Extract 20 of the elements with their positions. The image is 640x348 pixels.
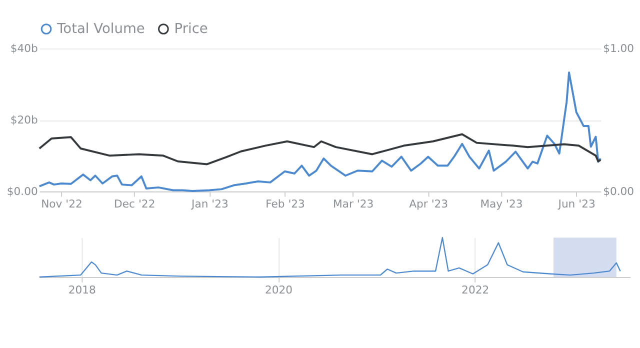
legend-label: Total Volume [56,20,145,37]
x-tick-label: Dec '22 [114,198,156,211]
x-tick-label: Mar '23 [332,198,374,211]
legend-label: Price [174,20,208,37]
x-tick-label: Jun '23 [557,198,596,211]
line-series [38,72,602,192]
y-tick-label: $0.00 [6,184,38,198]
x-tick-label: 2022 [462,283,490,296]
x-tick-label: Jan '23 [190,198,228,211]
x-tick-label: Feb '23 [266,198,306,211]
y-tick-label: $40b [10,42,38,56]
x-tick-label: 2020 [264,283,293,296]
y2-tick-label: $0.00 [603,184,634,198]
x-tick-label: May '23 [480,198,523,211]
y2-tick-label: $1.00 [603,42,634,56]
y-tick-label: $20b [10,113,38,126]
x-tick-label: Apr '23 [409,198,448,211]
line-series [38,133,602,166]
x-tick-label: 2018 [68,283,96,296]
x-tick-label: Nov '22 [41,198,82,211]
